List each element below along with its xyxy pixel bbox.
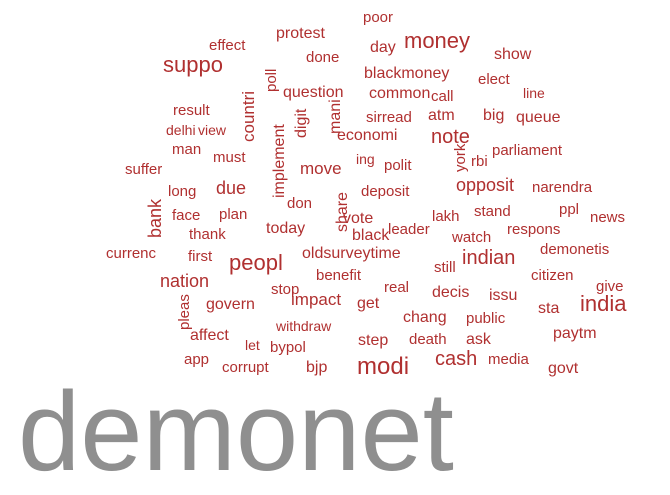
word: death	[409, 331, 447, 348]
word: give	[596, 278, 624, 295]
word: india	[580, 291, 627, 316]
word: man	[172, 141, 201, 158]
word: pleas	[176, 294, 193, 330]
word: plan	[219, 206, 247, 223]
word: delhi	[166, 122, 196, 138]
word: don	[287, 195, 312, 212]
word: get	[357, 295, 380, 312]
word: black	[352, 227, 390, 244]
word: due	[216, 178, 246, 198]
word: narendra	[532, 179, 593, 196]
word: still	[434, 259, 456, 276]
word: face	[172, 207, 200, 224]
word: implement	[271, 124, 288, 198]
word: stop	[271, 281, 299, 298]
word: news	[590, 209, 625, 226]
word: show	[494, 46, 532, 63]
word: citizen	[531, 267, 574, 284]
word: bjp	[306, 359, 327, 376]
word: result	[173, 102, 211, 119]
word: respons	[507, 221, 560, 238]
word: deposit	[361, 183, 410, 200]
word: protest	[276, 25, 325, 42]
word: mani	[327, 99, 344, 134]
word: queue	[516, 109, 561, 126]
main-word: demonet	[18, 369, 454, 494]
word: long	[168, 183, 196, 200]
word: parliament	[492, 142, 563, 159]
word: money	[404, 28, 470, 53]
word: atm	[428, 107, 455, 124]
word: affect	[190, 327, 229, 344]
word: move	[300, 159, 342, 178]
word: corrupt	[222, 359, 270, 376]
word: opposit	[456, 175, 514, 195]
word: digit	[293, 108, 310, 138]
word: lakh	[432, 208, 460, 225]
word: benefit	[316, 267, 362, 284]
word: vote	[343, 210, 373, 227]
word: view	[198, 122, 227, 138]
word: demonetis	[540, 241, 609, 258]
word: ask	[466, 331, 492, 348]
word: nation	[160, 271, 209, 291]
word: bypol	[270, 339, 306, 356]
word: effect	[209, 37, 246, 54]
word: question	[283, 84, 344, 101]
word: peopl	[229, 250, 283, 275]
word: currenc	[106, 245, 157, 262]
word: thank	[189, 226, 226, 243]
word: countri	[239, 91, 258, 142]
word: issu	[489, 287, 517, 304]
word: suffer	[125, 161, 162, 178]
word: first	[188, 248, 213, 265]
word: public	[466, 310, 506, 327]
word: stand	[474, 203, 511, 220]
word: day	[370, 39, 396, 56]
word: york	[452, 143, 469, 172]
word: blackmoney	[364, 65, 449, 82]
word: today	[266, 220, 305, 237]
word: poll	[263, 69, 280, 92]
word: sirread	[366, 109, 412, 126]
word: paytm	[553, 325, 597, 342]
word: sta	[538, 300, 559, 317]
word: indian	[462, 247, 515, 269]
word: rbi	[471, 153, 488, 170]
word: real	[384, 279, 409, 296]
word: note	[431, 126, 470, 148]
word: media	[488, 351, 530, 368]
word: common	[369, 85, 430, 102]
word: let	[245, 337, 260, 353]
word: call	[431, 88, 454, 105]
word: must	[213, 149, 246, 166]
word: economi	[337, 127, 397, 144]
word: cash	[435, 348, 477, 370]
word: app	[184, 351, 209, 368]
word: govt	[548, 360, 579, 377]
word: ppl	[559, 201, 579, 218]
word: modi	[357, 353, 409, 380]
word: govern	[206, 296, 255, 313]
word: watch	[451, 229, 491, 246]
word: suppo	[163, 52, 223, 77]
word: withdraw	[275, 318, 332, 334]
word: oldsurveytime	[302, 245, 401, 262]
word: chang	[403, 309, 447, 326]
word: bank	[145, 198, 165, 238]
word: impact	[291, 290, 341, 309]
word: polit	[384, 157, 412, 174]
word: line	[523, 85, 545, 101]
word: big	[483, 107, 504, 124]
word: leader	[388, 221, 430, 238]
word: poor	[363, 9, 393, 26]
word: step	[358, 332, 388, 349]
word: elect	[478, 71, 511, 88]
words: poor effect protest day money done show …	[18, 9, 627, 494]
word: share	[334, 192, 351, 232]
word: ing	[356, 151, 375, 167]
word: decis	[432, 284, 469, 301]
word: done	[306, 49, 339, 66]
